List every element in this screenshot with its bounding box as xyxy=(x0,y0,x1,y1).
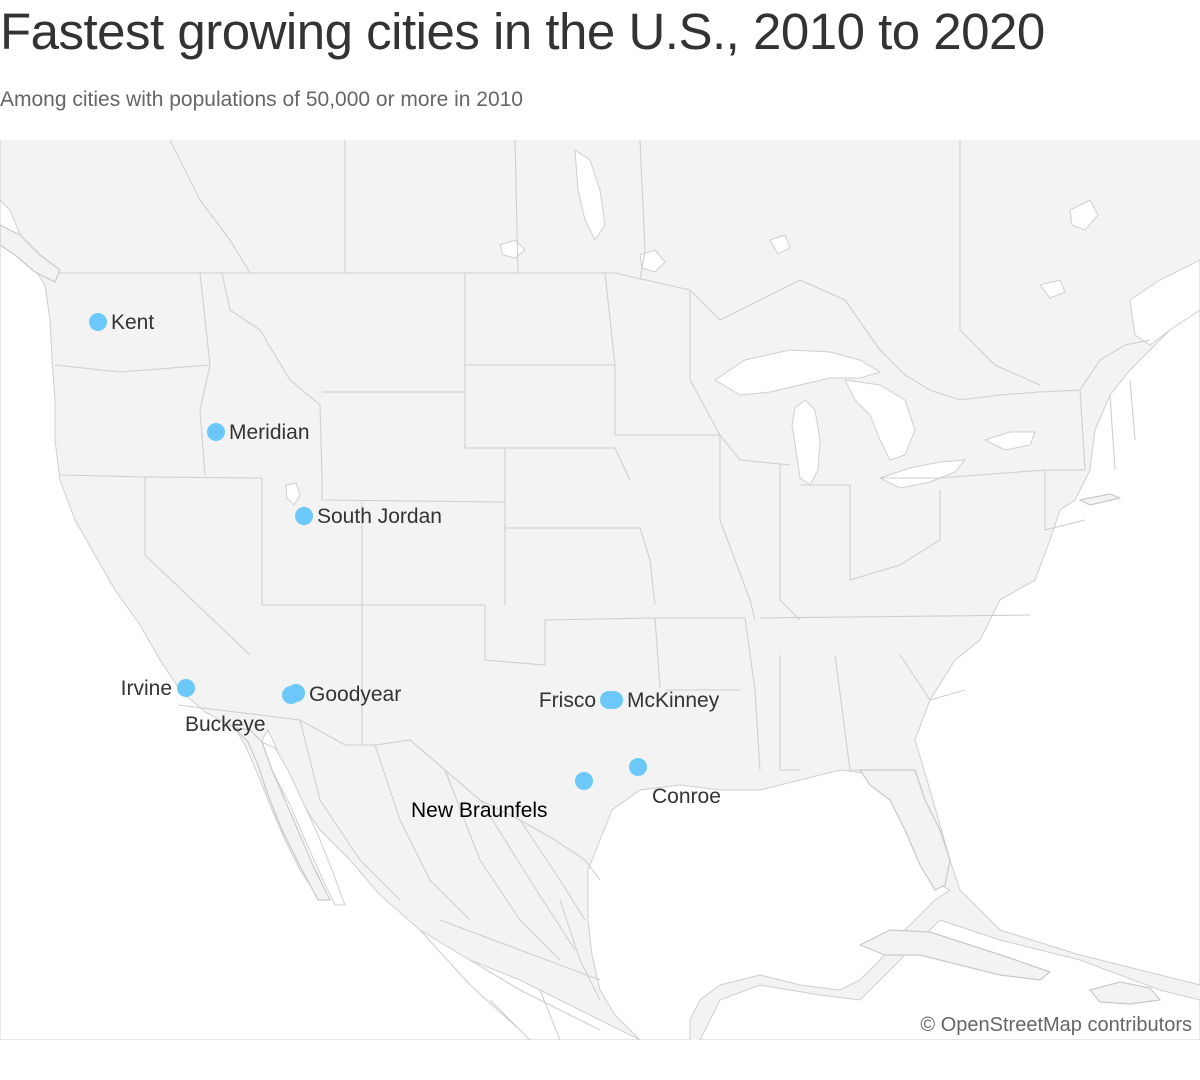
city-markers: Kent Meridian South Jordan Irvine Buckey… xyxy=(89,311,721,822)
gulf-of-st-lawrence xyxy=(1129,259,1200,346)
cuba xyxy=(859,929,1051,981)
copyright-symbol: © xyxy=(920,1014,936,1036)
city-label-new-braunfels: New Braunfels xyxy=(411,799,548,822)
great-salt-lake xyxy=(285,482,301,506)
map-attribution: © OpenStreetMap contributors xyxy=(920,1014,1192,1037)
city-marker-kent[interactable] xyxy=(89,313,107,331)
baja-california xyxy=(234,727,331,901)
city-label-buckeye: Buckeye xyxy=(185,713,266,736)
vancouver-island xyxy=(0,224,61,283)
city-marker-meridian[interactable] xyxy=(207,423,225,441)
city-marker-conroe[interactable] xyxy=(629,758,647,776)
chart-title: Fastest growing cities in the U.S., 2010… xyxy=(0,3,1045,60)
gulf-of-california xyxy=(261,741,346,906)
city-marker-mckinney[interactable] xyxy=(605,691,623,709)
city-marker-goodyear[interactable] xyxy=(287,684,305,702)
basemap[interactable]: Kent Meridian South Jordan Irvine Buckey… xyxy=(0,140,1200,1040)
city-label-mckinney: McKinney xyxy=(627,689,720,712)
pacific-ocean xyxy=(0,140,641,1040)
city-label-goodyear: Goodyear xyxy=(309,683,401,706)
canada-lake-4 xyxy=(1039,279,1066,299)
canada-lake-5 xyxy=(769,234,791,255)
city-label-meridian: Meridian xyxy=(229,421,310,444)
lake-michigan xyxy=(791,399,821,486)
lake-superior xyxy=(714,349,882,396)
atlantic-ocean xyxy=(914,299,1200,986)
city-label-frisco: Frisco xyxy=(539,689,596,712)
city-marker-irvine[interactable] xyxy=(177,679,195,697)
lake-huron xyxy=(844,379,916,461)
chart-subtitle: Among cities with populations of 50,000 … xyxy=(0,88,523,111)
city-marker-new-braunfels[interactable] xyxy=(575,772,593,790)
canada-lake-1 xyxy=(499,239,526,259)
city-label-irvine: Irvine xyxy=(121,677,172,700)
borders xyxy=(54,140,1151,1040)
canada-lake-2 xyxy=(639,249,666,273)
map-svg: Kent Meridian South Jordan Irvine Buckey… xyxy=(0,140,1200,1040)
lake-erie xyxy=(878,459,967,489)
city-label-south-jordan: South Jordan xyxy=(317,505,442,528)
city-marker-south-jordan[interactable] xyxy=(295,507,313,525)
canada-lake-3 xyxy=(1069,199,1099,231)
lake-winnipeg xyxy=(574,149,606,241)
long-island xyxy=(1079,493,1121,506)
lake-ontario xyxy=(983,431,1036,451)
city-label-kent: Kent xyxy=(111,311,154,334)
caribbean-sea xyxy=(699,919,1200,1040)
city-label-conroe: Conroe xyxy=(652,785,721,808)
hispaniola xyxy=(1089,981,1161,1005)
florida xyxy=(859,769,951,891)
openstreetmap-link[interactable]: OpenStreetMap xyxy=(940,1014,1082,1036)
attribution-suffix: contributors xyxy=(1087,1014,1193,1036)
